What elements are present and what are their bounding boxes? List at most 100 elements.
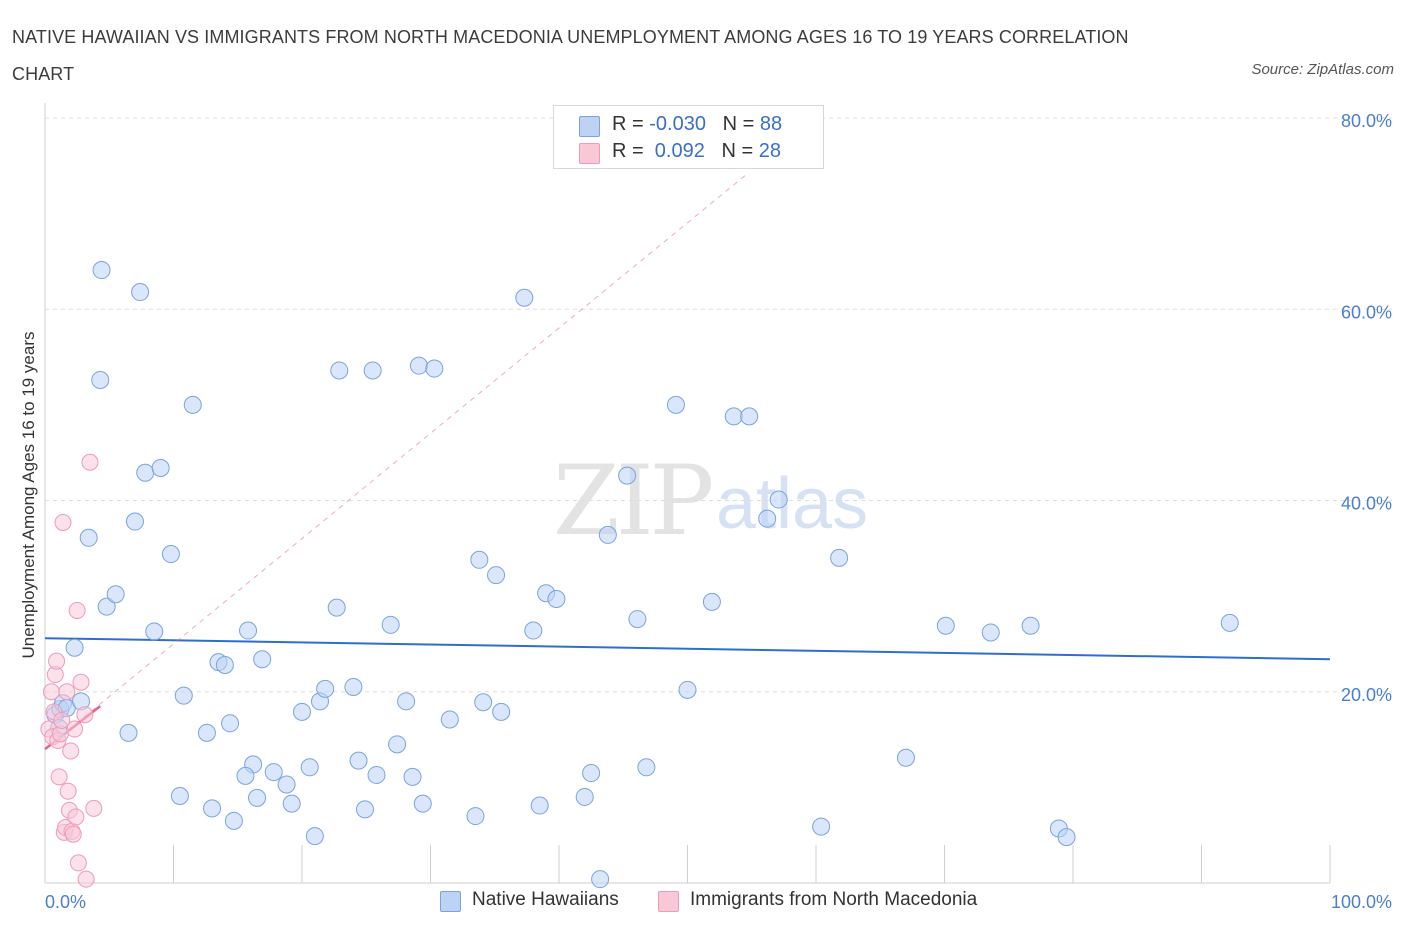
point-native-hawaiians [487,566,506,585]
legend-n-label: N = [722,113,760,135]
point-native-hawaiians [330,361,349,380]
correlation-legend: R = -0.030 N = 88 R = 0.092 N = 28 [553,105,824,169]
legend-row-native-hawaiians: R = -0.030 N = 88 [579,113,782,139]
point-north-macedonia [76,706,94,724]
point-north-macedonia [68,601,86,619]
point-native-hawaiians [381,615,400,634]
legend-r-label: R = [612,140,650,162]
point-native-hawaiians [547,589,566,608]
point-north-macedonia [77,870,95,888]
y-tick-label: 20.0% [1341,685,1392,705]
point-north-macedonia [64,825,82,843]
point-native-hawaiians [221,714,240,733]
point-native-hawaiians [316,679,335,698]
source-label: Source: ZipAtlas.com [1251,61,1394,78]
point-north-macedonia [59,782,77,800]
x-tick-label-min: 0.0% [45,892,86,912]
point-native-hawaiians [1021,616,1040,635]
point-native-hawaiians [97,597,116,616]
point-native-hawaiians [637,758,656,777]
y-tick-label: 60.0% [1341,302,1392,322]
point-native-hawaiians [248,788,267,807]
point-native-hawaiians [363,361,382,380]
point-native-hawaiians [769,490,788,509]
point-native-hawaiians [253,650,272,669]
point-native-hawaiians [618,466,637,485]
point-north-macedonia [67,808,85,826]
point-native-hawaiians [591,870,610,889]
point-native-hawaiians [203,799,222,818]
point-native-hawaiians [65,638,84,657]
legend-r-value: -0.030 [649,113,706,135]
point-native-hawaiians [397,692,416,711]
point-native-hawaiians [161,545,180,564]
point-native-hawaiians [305,827,324,846]
point-native-hawaiians [474,693,493,712]
point-native-hawaiians [524,621,543,640]
point-native-hawaiians [470,550,489,569]
point-native-hawaiians [1220,613,1239,632]
point-native-hawaiians [628,610,647,629]
point-native-hawaiians [598,525,617,544]
point-native-hawaiians [582,764,601,783]
point-native-hawaiians [264,763,283,782]
point-native-hawaiians [125,512,144,531]
legend-r-value: 0.092 [649,140,705,162]
point-native-hawaiians [355,800,374,819]
point-native-hawaiians [896,748,915,767]
point-native-hawaiians [79,528,98,547]
point-native-hawaiians [466,807,485,826]
legend-n-value: 88 [759,113,783,135]
point-native-hawaiians [174,686,193,705]
point-native-hawaiians [183,395,202,414]
point-native-hawaiians [119,723,138,742]
point-native-hawaiians [282,794,301,813]
point-native-hawaiians [367,765,386,784]
point-native-hawaiians [239,621,258,640]
point-north-macedonia [85,799,103,817]
x-tick-label-max: 100.0% [1331,892,1392,912]
point-north-macedonia [50,768,68,786]
point-north-macedonia [72,673,90,691]
point-native-hawaiians [349,751,368,770]
point-native-hawaiians [413,794,432,813]
point-native-hawaiians [812,817,831,836]
trend-line-extended-north-macedonia [44,174,746,750]
tick-labels: 20.0% 40.0% 60.0% 80.0% 0.0% 100.0% [45,111,1392,912]
point-native-hawaiians [277,775,296,794]
point-native-hawaiians [136,463,155,482]
point-native-hawaiians [666,395,685,414]
point-native-hawaiians [215,655,234,674]
point-native-hawaiians [515,288,534,307]
legend-r-label: R = [612,113,650,135]
point-native-hawaiians [170,786,189,805]
point-native-hawaiians [106,585,125,604]
point-native-hawaiians [236,766,255,785]
point-native-hawaiians [702,592,721,611]
point-native-hawaiians [830,548,849,567]
legend-swatch-blue [579,116,600,137]
point-north-macedonia [42,683,60,701]
point-native-hawaiians [492,702,511,721]
axes [44,103,1331,884]
point-native-hawaiians [224,811,243,830]
legend-n-label: N = [721,140,759,162]
point-native-hawaiians [758,509,777,528]
y-tick-label: 80.0% [1341,111,1392,131]
point-native-hawaiians [936,616,955,635]
legend-swatch-pink [579,143,600,164]
point-native-hawaiians [740,407,759,426]
point-native-hawaiians [344,677,363,696]
point-native-hawaiians [409,356,428,375]
point-native-hawaiians [530,796,549,815]
chart-title: NATIVE HAWAIIAN VS IMMIGRANTS FROM NORTH… [12,27,1129,84]
point-native-hawaiians [197,723,216,742]
point-north-macedonia [66,720,84,738]
data-points [40,261,1239,889]
point-native-hawaiians [440,710,459,729]
point-north-macedonia [54,513,72,531]
trend-line-native-hawaiians [44,637,1331,661]
point-north-macedonia [62,742,80,760]
legend-n-value: 28 [758,140,782,162]
